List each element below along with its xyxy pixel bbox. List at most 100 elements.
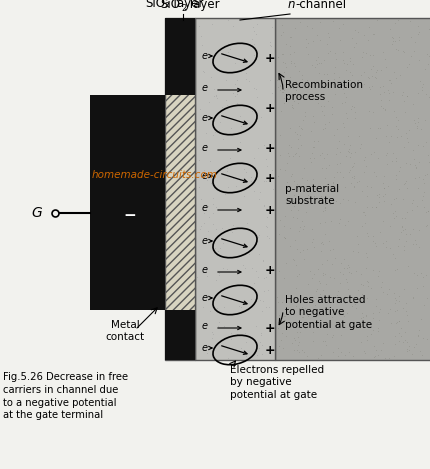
Point [357,71,364,78]
Point [304,305,311,313]
Point [388,38,395,45]
Point [211,244,218,252]
Point [403,63,410,70]
Point [320,111,327,119]
Point [267,90,274,97]
Point [375,90,382,98]
Point [391,19,398,26]
Point [210,85,217,93]
Point [209,220,216,228]
Point [386,223,393,230]
Point [381,190,388,198]
Point [286,242,292,250]
Point [348,71,355,79]
Point [303,245,310,252]
Text: +: + [264,343,275,356]
Point [310,154,316,161]
Point [371,239,378,246]
Point [382,151,389,159]
Point [364,37,371,44]
Point [386,244,393,252]
Text: p-material
substrate: p-material substrate [284,184,338,206]
Point [259,257,266,264]
Point [333,292,340,299]
Point [410,344,417,351]
Point [260,202,267,210]
Point [280,94,286,102]
Point [287,33,294,41]
Point [321,218,328,226]
Point [279,89,286,96]
Point [412,122,419,130]
Point [357,338,364,346]
Point [199,42,206,49]
Point [294,136,301,143]
Point [342,93,349,101]
Point [215,271,222,279]
Point [394,16,401,24]
Point [380,197,387,204]
Point [292,86,299,94]
Point [344,262,351,269]
Point [327,217,334,225]
Point [259,287,266,295]
Point [294,81,301,89]
Point [377,102,384,109]
Point [393,265,400,272]
Point [351,109,358,116]
Point [242,168,249,176]
Point [340,265,347,272]
Point [418,86,424,94]
Point [275,311,282,319]
Point [252,323,259,330]
Point [267,322,274,329]
Point [326,47,332,54]
Point [313,285,319,292]
Point [373,124,380,132]
Point [297,187,304,194]
Point [398,214,405,221]
Point [359,156,366,164]
Point [250,154,257,162]
Point [403,262,410,270]
Point [281,234,288,242]
Point [402,92,409,100]
Point [299,226,306,233]
Point [415,77,422,84]
Point [203,272,210,280]
Point [395,337,402,345]
Point [295,348,301,356]
Point [298,76,305,83]
Point [218,224,225,232]
Point [373,191,380,199]
Point [391,45,398,53]
Point [211,170,218,177]
Point [363,192,370,199]
Point [212,226,219,233]
Point [416,269,423,277]
Point [345,348,352,356]
Point [289,152,296,160]
Point [250,279,257,286]
Point [398,304,405,312]
Bar [274,18,430,360]
Point [369,109,375,116]
Point [323,257,330,264]
Point [390,290,396,297]
Point [286,50,292,58]
Point [310,144,317,151]
Point [276,83,283,90]
Point [278,88,285,96]
Point [263,162,270,170]
Point [308,226,315,233]
Point [215,318,221,325]
Point [372,295,378,303]
Point [424,158,430,165]
Point [226,154,233,162]
Point [395,163,402,171]
Point [336,168,343,175]
Point [333,168,340,176]
Point [253,20,260,28]
Point [213,304,220,311]
Point [322,280,329,288]
